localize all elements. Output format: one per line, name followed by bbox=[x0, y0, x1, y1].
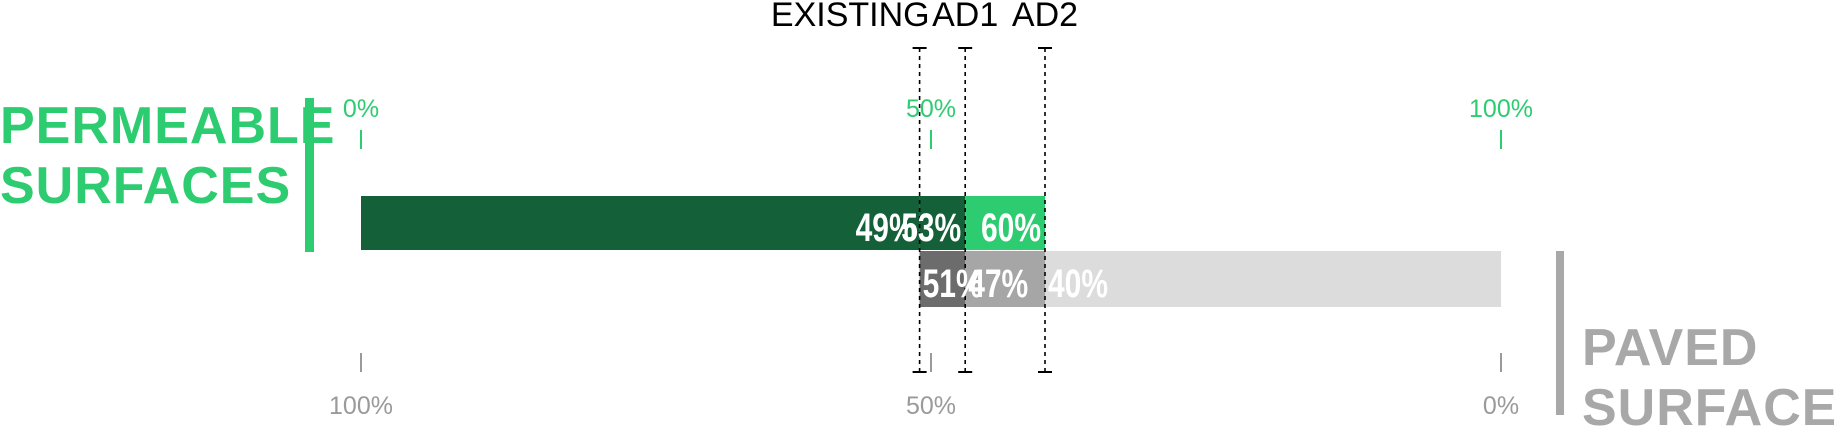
scenario-label-ad1: AD1 bbox=[932, 0, 998, 34]
paved-bar-existing bbox=[919, 251, 966, 307]
permeable-value-label: 49% bbox=[856, 206, 916, 250]
bottom-axis-label: 50% bbox=[906, 392, 956, 418]
paved-bar-ad1 bbox=[965, 251, 1045, 307]
paved-bar-ad2 bbox=[1045, 251, 1501, 307]
paved-value-label: 40% bbox=[1048, 262, 1108, 306]
paved-title-bar bbox=[1556, 251, 1564, 415]
permeable-bar-existing bbox=[361, 196, 920, 250]
permeable-title-bar bbox=[305, 98, 314, 252]
paved-value-label: 51% bbox=[923, 262, 983, 306]
permeable-value-label: 60% bbox=[981, 206, 1041, 250]
top-axis-label: 0% bbox=[343, 95, 379, 123]
permeable-title-line2: SURFACES bbox=[0, 157, 292, 215]
permeable-value-label: 53% bbox=[901, 206, 961, 250]
bottom-axis-label: 100% bbox=[329, 392, 393, 418]
top-axis-label: 100% bbox=[1469, 95, 1533, 123]
top-axis-label: 50% bbox=[906, 95, 956, 123]
paved-title-line2: SURFACES bbox=[1582, 379, 1834, 437]
permeable-surfaces-title: PERMEABLE SURFACES bbox=[0, 97, 336, 215]
scenario-label-ad2: AD2 bbox=[1012, 0, 1078, 34]
paved-surfaces-title: PAVED SURFACES bbox=[1582, 322, 1834, 434]
paved-value-label: 47% bbox=[968, 262, 1028, 306]
permeable-vs-paved-chart: EXISTING AD1 AD2 0% 50% 100% 100% 50% 0% 49%53% 60… bbox=[329, 0, 1533, 418]
permeable-bar-ad2 bbox=[965, 196, 1045, 250]
permeable-bar-ad1 bbox=[919, 196, 966, 250]
paved-title-line1: PAVED bbox=[1582, 319, 1759, 377]
permeable-title-line1: PERMEABLE bbox=[0, 97, 336, 155]
bottom-axis-label: 0% bbox=[1483, 392, 1519, 418]
scenario-label-existing: EXISTING bbox=[771, 0, 930, 34]
